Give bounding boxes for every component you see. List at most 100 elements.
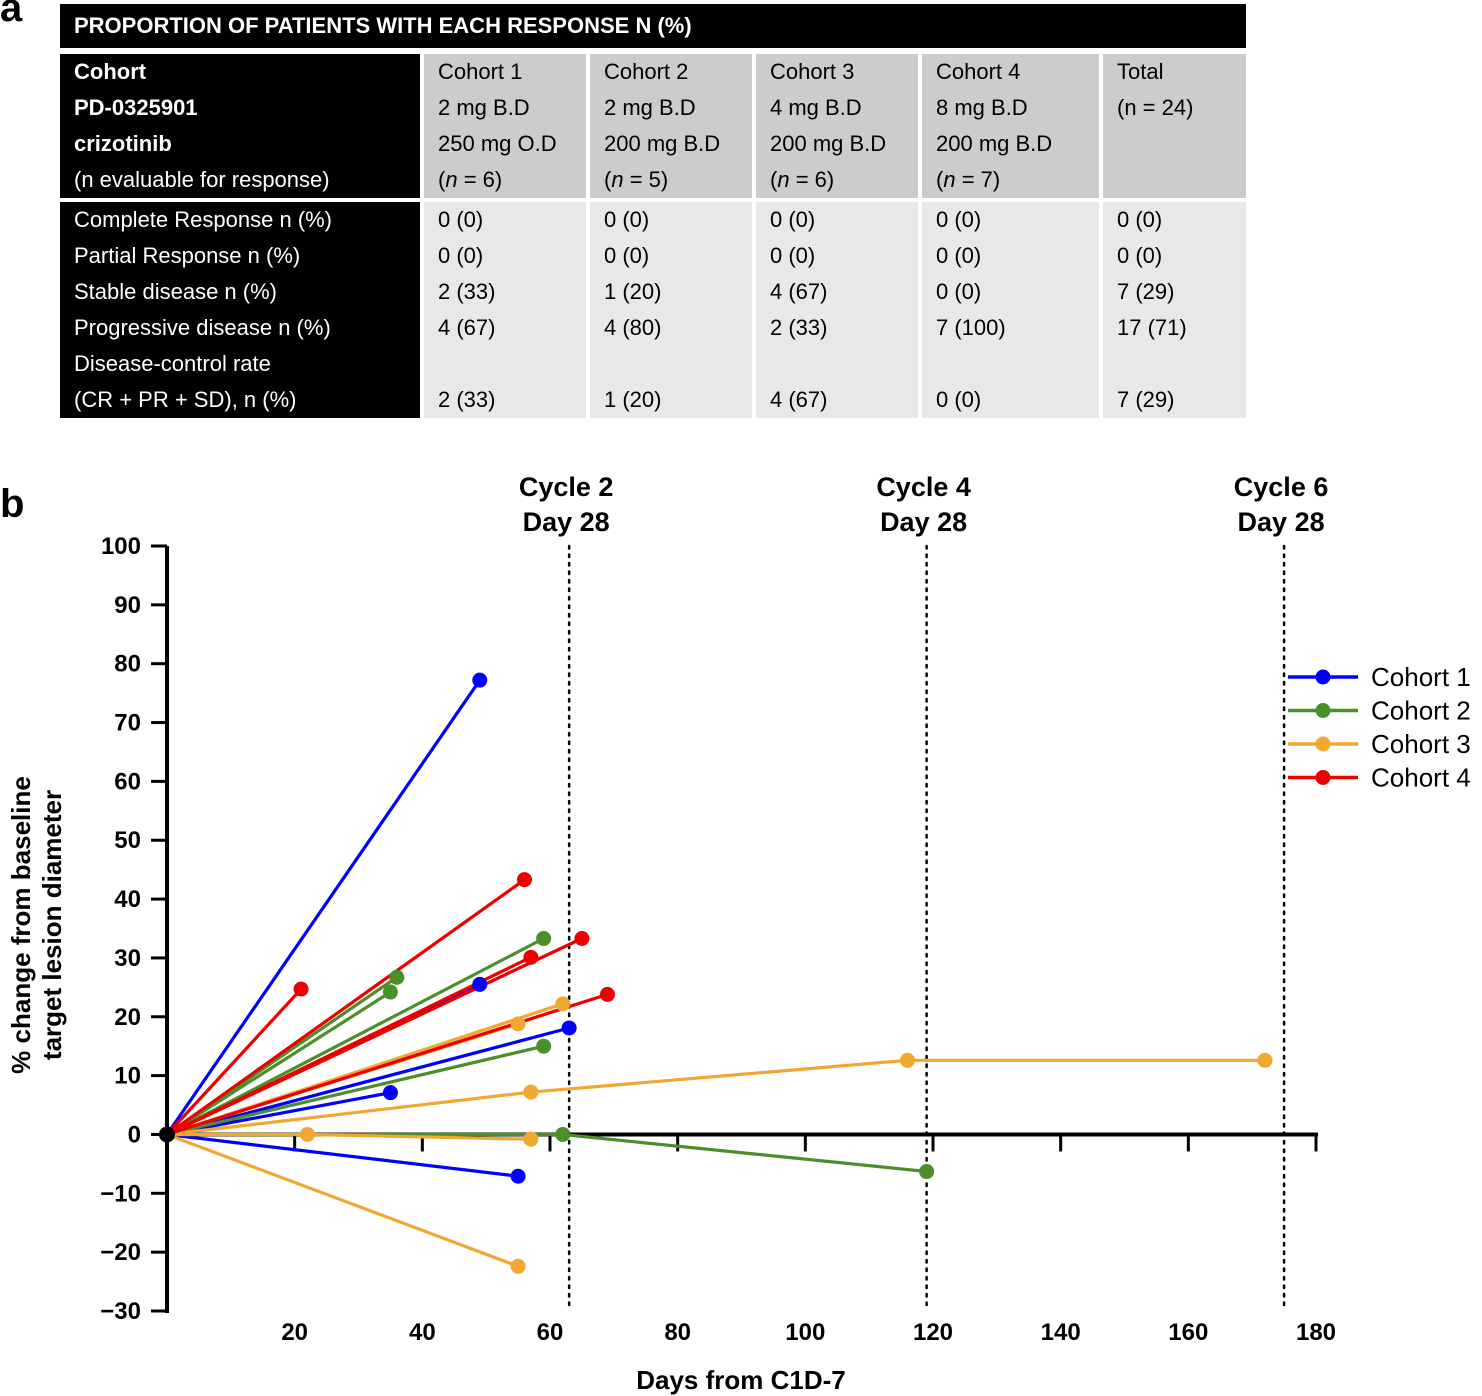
cohort-name: Cohort 4 — [936, 59, 1021, 84]
data-point — [555, 996, 571, 1012]
legend-marker — [1315, 770, 1331, 785]
cell-value: 0 (0) — [936, 207, 982, 232]
cohort-n: (n = 6) — [438, 162, 586, 198]
cell-value: 2 (33) — [438, 387, 496, 412]
data-point — [555, 1126, 571, 1142]
series-line — [166, 1133, 519, 1268]
data-point — [510, 1168, 526, 1184]
n-open: ( — [936, 167, 944, 192]
series-line — [166, 1026, 570, 1137]
cell-value: 0 (0) — [936, 387, 982, 412]
y-tick-label: 50 — [114, 827, 141, 854]
cell-value: 0 (0) — [1117, 207, 1163, 232]
series-line — [166, 992, 608, 1137]
data-point — [523, 949, 539, 965]
data-point — [510, 1258, 526, 1274]
header-cohort-1: Cohort 1 2 mg B.D 250 mg O.D (n = 6) — [420, 54, 588, 198]
cohort-n: (n = 7) — [936, 162, 1099, 198]
y-tick-label: 80 — [114, 651, 141, 678]
cohort-name: Cohort 3 — [770, 59, 855, 84]
legend-marker — [1315, 736, 1331, 752]
cohort-dose-2: 200 mg B.D — [770, 131, 887, 156]
header-cohort-4: Cohort 4 8 mg B.D 200 mg B.D (n = 7) — [918, 54, 1101, 198]
cell-value: 4 (67) — [770, 279, 828, 304]
data-point — [561, 1020, 577, 1036]
cohort-dose-2: 250 mg O.D — [438, 131, 557, 156]
cell-value: 0 (0) — [438, 243, 484, 268]
row-label: Disease-control rate — [74, 351, 271, 376]
x-tick-label: 80 — [664, 1319, 691, 1346]
data-point — [472, 672, 488, 688]
cell-value: 0 (0) — [604, 243, 650, 268]
cohort-dose-1: 4 mg B.D — [770, 95, 862, 120]
y-tick-label: 30 — [114, 945, 141, 972]
data-point — [523, 1131, 539, 1147]
total-name: Total — [1117, 59, 1164, 84]
x-tick-label: 180 — [1296, 1319, 1336, 1346]
series-line — [166, 878, 526, 1136]
cell-value: 0 (0) — [936, 243, 982, 268]
legend-label: Cohort 3 — [1371, 729, 1471, 759]
header-drug2-label: crizotinib — [74, 131, 172, 156]
y-tick-label: 10 — [114, 1063, 141, 1090]
baseline-point — [159, 1126, 175, 1143]
data-point — [382, 1085, 398, 1101]
row-label-sub: (CR + PR + SD), n (%) — [74, 387, 297, 412]
data-point — [919, 1164, 935, 1180]
y-tick-label: 60 — [114, 768, 141, 795]
header-cohort-label: Cohort — [74, 59, 147, 84]
y-axis-title-line: target lesion diameter — [37, 790, 67, 1060]
reference-label-day: Day 28 — [1238, 507, 1325, 537]
series-lines — [159, 672, 1273, 1274]
cell-value: 0 (0) — [438, 207, 484, 232]
total-n: (n = 24) — [1117, 95, 1194, 120]
cohort-dose-1: 2 mg B.D — [438, 95, 530, 120]
row-label: Stable disease n (%) — [74, 279, 277, 304]
header-total: Total (n = 24) — [1099, 54, 1246, 198]
header-n-label: (n evaluable for response) — [74, 167, 330, 192]
reference-label-day: Day 28 — [523, 507, 610, 537]
data-point — [510, 1016, 526, 1032]
cell-value: 4 (67) — [770, 387, 828, 412]
series-line — [167, 1132, 927, 1174]
panel-label-b: b — [0, 482, 25, 526]
data-point — [523, 1084, 539, 1100]
cohort-n: (n = 6) — [770, 162, 918, 198]
y-tick-label: 0 — [128, 1121, 141, 1148]
legend-marker — [1315, 703, 1331, 718]
x-tick-label: 40 — [409, 1319, 436, 1346]
cell-value: 7 (29) — [1117, 387, 1175, 412]
data-point — [472, 976, 488, 992]
cell-value: 2 (33) — [438, 279, 496, 304]
cell-value: 0 (0) — [770, 243, 816, 268]
y-tick-label: 20 — [114, 1004, 141, 1031]
legend-label: Cohort 4 — [1371, 763, 1471, 793]
cell-value: 0 (0) — [936, 279, 982, 304]
legend-label: Cohort 1 — [1371, 662, 1471, 692]
data-point — [1257, 1052, 1273, 1068]
cell-value: 0 (0) — [1117, 243, 1163, 268]
reference-label-cycle: Cycle 4 — [876, 472, 971, 502]
header-label-cell: Cohort PD-0325901 crizotinib (n evaluabl… — [60, 54, 422, 198]
y-tick-label: 40 — [114, 886, 141, 913]
data-point — [536, 931, 552, 947]
data-point — [516, 872, 532, 888]
cohort-dose-1: 8 mg B.D — [936, 95, 1028, 120]
n-rest: = 6) — [789, 167, 835, 192]
data-point — [899, 1052, 915, 1068]
row-label: Progressive disease n (%) — [74, 315, 331, 340]
y-tick-label: 70 — [114, 710, 141, 737]
data-point — [299, 1126, 315, 1142]
table-title: PROPORTION OF PATIENTS WITH EACH RESPONS… — [60, 4, 1246, 48]
cell-value: 0 (0) — [604, 207, 650, 232]
data-point — [599, 986, 615, 1002]
x-tick-label: 140 — [1041, 1319, 1081, 1346]
n-open: ( — [438, 167, 446, 192]
y-axis-title: % change from baselinetarget lesion diam… — [6, 776, 67, 1074]
cohort-name: Cohort 2 — [604, 59, 689, 84]
legend-label: Cohort 2 — [1371, 696, 1471, 726]
cohort-dose-1: 2 mg B.D — [604, 95, 696, 120]
x-tick-label: 60 — [537, 1319, 564, 1346]
cell-value: 2 (33) — [770, 315, 828, 340]
